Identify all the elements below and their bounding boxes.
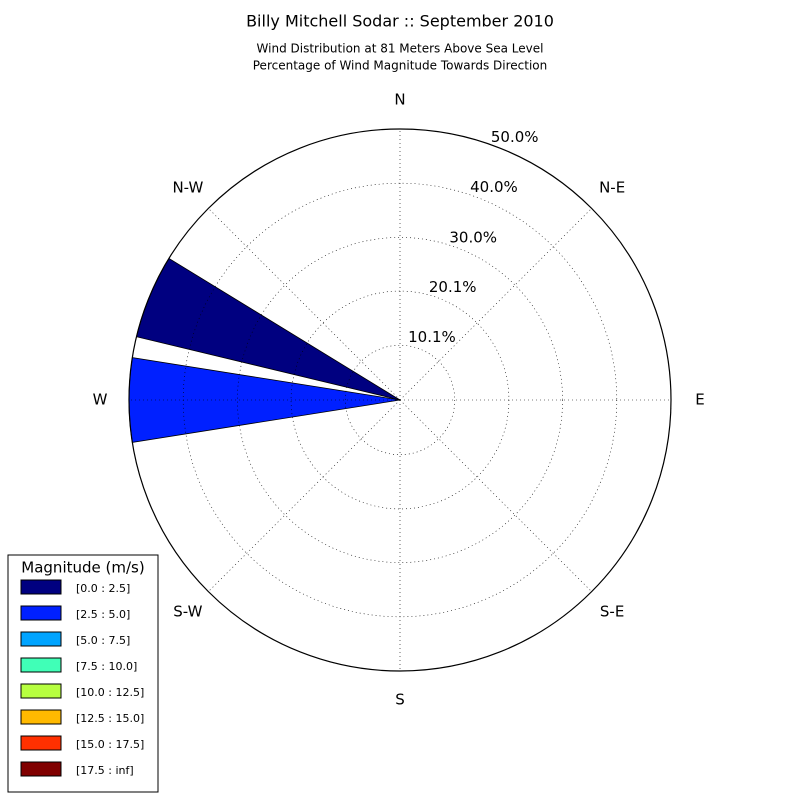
- legend-swatch: [20, 735, 62, 751]
- grid-ring: [344, 344, 456, 456]
- grid-ring: [237, 237, 563, 563]
- grid-ring: [182, 182, 618, 618]
- legend-swatch: [20, 657, 62, 673]
- legend-swatch: [20, 579, 62, 595]
- legend-label: [12.5 : 15.0]: [76, 712, 144, 725]
- outer-ring: [128, 128, 672, 672]
- legend-label: [2.5 : 5.0]: [76, 608, 130, 621]
- legend-swatch: [20, 761, 62, 777]
- legend-label: [15.0 : 17.5]: [76, 738, 144, 751]
- spoke: [208, 399, 401, 592]
- chart-subtitle: Percentage of Wind Magnitude Towards Dir…: [253, 59, 547, 73]
- direction-label: S: [395, 691, 405, 709]
- r-tick-label: 20.1%: [429, 278, 477, 296]
- direction-label: N-E: [599, 178, 625, 196]
- direction-label: W: [93, 391, 108, 409]
- direction-label: S-E: [600, 603, 624, 621]
- legend-label: [5.0 : 7.5]: [76, 634, 130, 647]
- chart-title: Billy Mitchell Sodar :: September 2010: [246, 12, 554, 31]
- legend-swatch: [20, 709, 62, 725]
- r-tick-label: 40.0%: [470, 178, 518, 196]
- grid-ring: [290, 290, 510, 510]
- r-tick-label: 30.0%: [449, 228, 497, 246]
- r-tick-label: 50.0%: [491, 128, 539, 146]
- legend-label: [10.0 : 12.5]: [76, 686, 144, 699]
- legend-swatch: [20, 605, 62, 621]
- legend-swatch: [20, 631, 62, 647]
- legend-label: [0.0 : 2.5]: [76, 582, 130, 595]
- direction-label: E: [695, 391, 704, 409]
- direction-label: N-W: [172, 178, 203, 196]
- direction-label: S-W: [173, 603, 202, 621]
- spoke: [399, 399, 592, 592]
- legend-label: [7.5 : 10.0]: [76, 660, 137, 673]
- direction-label: N: [394, 91, 405, 109]
- chart-subtitle: Wind Distribution at 81 Meters Above Sea…: [257, 42, 544, 56]
- legend-label: [17.5 : inf]: [76, 764, 134, 777]
- legend-title: Magnitude (m/s): [21, 559, 144, 577]
- r-tick-label: 10.1%: [408, 328, 456, 346]
- legend-swatch: [20, 683, 62, 699]
